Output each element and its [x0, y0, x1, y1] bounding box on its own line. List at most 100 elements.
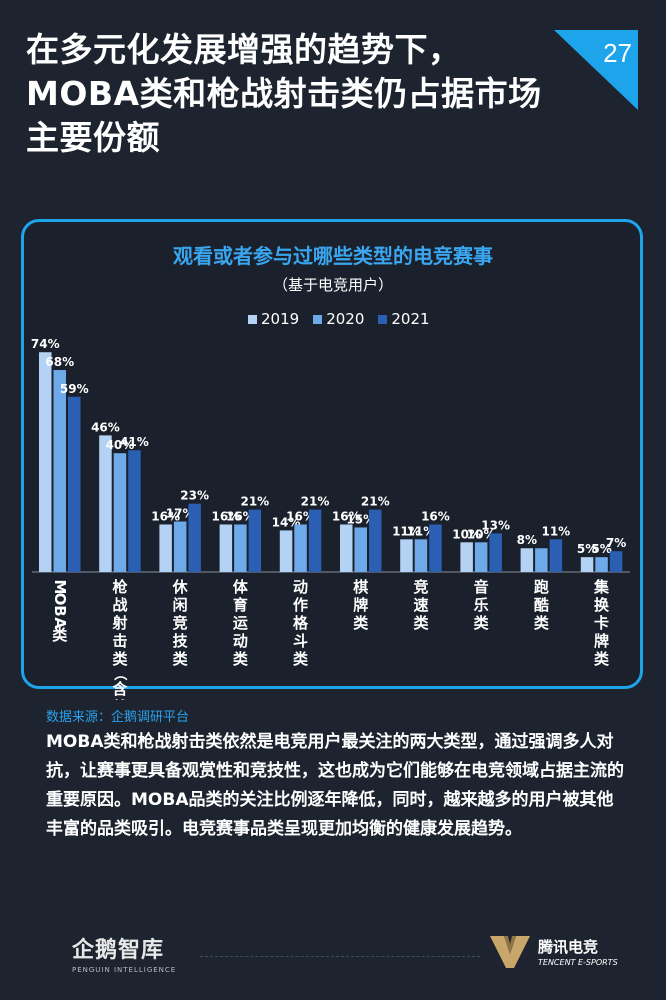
bar-2019-6 [400, 539, 413, 572]
category-label-char: A [51, 617, 69, 629]
value-label-2021-6: 16% [421, 509, 450, 523]
category-label-char: 速 [413, 596, 428, 614]
chart-title: 观看或者参与过哪些类型的电竞赛事 [173, 244, 493, 268]
category-label-char: 战 [112, 698, 127, 700]
bar-2021-5 [369, 509, 382, 572]
category-label-char: 格 [293, 614, 309, 632]
value-label-2021-0: 59% [60, 382, 89, 396]
value-label-2021-5: 21% [361, 495, 390, 509]
value-label-2020-5: 15% [346, 512, 375, 526]
bar-2019-1 [99, 435, 112, 572]
category-label-char: 类 [173, 650, 189, 668]
category-label-char: 运 [233, 614, 248, 632]
category-label-char: B [51, 605, 69, 616]
value-label-2021-9: 7% [606, 536, 626, 550]
category-label-char: 射 [111, 614, 127, 632]
logo-text-en: PENGUIN INTELLIGENCE [72, 966, 177, 974]
category-label-char: 击 [112, 632, 127, 650]
value-label-2019-6: 11% [392, 524, 421, 538]
bar-2021-3 [248, 509, 262, 572]
bar-2019-3 [219, 524, 233, 572]
value-label-2021-2: 23% [180, 489, 209, 503]
chart-subtitle: （基于电竞用户） [272, 276, 393, 294]
bar-2021-4 [308, 509, 322, 572]
value-label-2019-3: 16% [211, 509, 240, 523]
category-label-char: 类 [413, 614, 429, 632]
category-label-char: 卡 [594, 614, 609, 632]
category-label-char: 休 [172, 578, 189, 596]
value-label-2021-8: 11% [541, 524, 570, 538]
bar-2019-2 [159, 524, 172, 572]
value-label-2019-9: 5% [577, 542, 597, 556]
value-label-2019-0: 74% [31, 337, 60, 351]
value-label-2019-8: 8% [517, 533, 537, 547]
value-label-2021-1: 41% [120, 435, 149, 449]
page-headline: 在多元化发展增强的趋势下，MOBA类和枪战射击类仍占据市场主要份额 [26, 30, 542, 157]
tencent-esports-logo: 腾讯电竞 TENCENT E-SPORTS [488, 932, 628, 972]
bar-2020-1 [113, 453, 127, 572]
category-label-char: 动 [293, 578, 308, 596]
category-label-char: M [51, 580, 69, 595]
legend-item-2020: 2020 [313, 310, 364, 328]
page-number: 27 [603, 38, 632, 68]
category-label-char: 斗 [293, 632, 308, 650]
bar-2021-8 [549, 539, 563, 572]
category-label-char: 类 [474, 614, 490, 632]
category-label-char: 换 [594, 596, 610, 614]
bar-2020-3 [234, 524, 247, 572]
penguin-intelligence-logo: 企鹅智库 PENGUIN INTELLIGENCE [72, 932, 177, 974]
legend-label-2019: 2019 [261, 310, 300, 328]
category-label-char: 类 [112, 650, 128, 668]
category-label-char: 技 [173, 632, 189, 650]
category-label-char: 竞 [413, 578, 428, 596]
bar-2021-1 [128, 450, 141, 572]
category-label-char: 类 [534, 614, 550, 632]
bar-2020-0 [53, 370, 66, 572]
category-label-char: 跑 [534, 578, 549, 596]
bar-2020-2 [173, 521, 187, 572]
category-label-char: 枪 [112, 578, 127, 596]
legend-swatch-2019 [248, 314, 257, 324]
logo-text-cn: 企鹅智库 [72, 938, 165, 963]
category-label-char: O [51, 593, 69, 606]
category-label-char: 棋 [353, 578, 368, 596]
value-label-2021-4: 21% [301, 495, 330, 509]
bar-2019-9 [580, 557, 594, 572]
category-label-char: 类 [52, 626, 68, 644]
legend-swatch-2021 [378, 314, 388, 324]
category-label-char: 作 [293, 596, 308, 614]
bar-2020-4 [294, 524, 307, 572]
legend-label-2020: 2020 [326, 310, 365, 328]
category-label-char: 类 [293, 650, 309, 668]
category-label-char: 含 [112, 680, 128, 698]
bar-2019-7 [460, 542, 473, 572]
category-label-char: 类 [353, 614, 369, 632]
category-label-char: 动 [233, 632, 248, 650]
legend-item-2019: 2019 [248, 310, 299, 328]
category-label-char: 音 [474, 578, 489, 596]
bar-2019-8 [520, 548, 534, 572]
page-number-badge [554, 30, 638, 110]
legend-swatch-2020 [313, 314, 323, 324]
category-label-char: 乐 [474, 596, 489, 614]
value-label-2020-7: 10% [467, 527, 496, 541]
bar-2021-7 [489, 533, 502, 572]
value-label-2019-4: 14% [272, 515, 301, 529]
bar-chart: 74%68%59%MOBA类46%40%41%枪战射击类（含战术竞技类）16%1… [31, 337, 630, 700]
corner-triangle-icon [554, 30, 638, 110]
bar-2020-5 [354, 527, 367, 572]
value-label-2019-5: 16% [332, 509, 361, 523]
value-label-2020-1: 40% [106, 438, 135, 452]
body-paragraph: MOBA类和枪战射击类依然是电竞用户最关注的两大类型，通过强调多人对抗，让赛事更… [46, 732, 624, 839]
bar-2021-2 [188, 503, 201, 572]
category-label-char: 竞 [173, 614, 188, 632]
bar-2020-8 [535, 548, 548, 572]
legend-item-2021: 2021 [378, 310, 430, 328]
bar-2020-7 [474, 542, 488, 572]
category-label-char: 集 [593, 578, 610, 596]
footer-divider [200, 956, 480, 957]
v-shield-icon [490, 936, 530, 968]
category-label-char: （ [112, 667, 128, 680]
value-label-2020-4: 16% [286, 509, 315, 523]
category-label-char: 牌 [594, 632, 609, 650]
